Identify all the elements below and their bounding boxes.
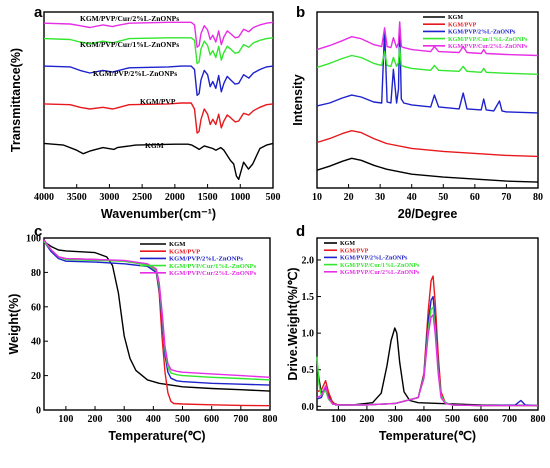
panel-label-d: d [296, 223, 305, 240]
series-annotation: KGM/PVP/Cur/1%L-ZnONPs [80, 40, 179, 49]
x-tick-label: 800 [263, 414, 278, 425]
panel-label-b: b [296, 4, 305, 21]
legend-entry: KGM/PVP [169, 248, 200, 255]
y-tick-label: 80 [31, 268, 41, 279]
x-tick-label: 800 [531, 414, 546, 425]
legend-entry: KGM/PVP/2%L-ZnONPs [169, 256, 243, 263]
x-tick-label: 300 [117, 414, 132, 425]
x-tick-label: 1500 [198, 192, 218, 203]
legend-entry: KGM/PVP [340, 248, 369, 254]
series-annotation: KGM/PVP/2%L-ZnONPs [93, 69, 177, 78]
y-axis-title: Drive.Weight(%/℃) [286, 267, 300, 380]
panel-d-dtg-chart: 100 200 300 400 500 600 700 800 0.0 0.5 1.0 1.5 2.0 T… [286, 237, 546, 443]
y-tick-label: 100 [26, 234, 41, 245]
series-line-0 [43, 142, 274, 181]
plot-frame [43, 237, 271, 411]
series-line-4 [43, 239, 271, 378]
legend-entry: KGM/PVP/2%L-ZnONPs [448, 30, 516, 36]
legend-entry: KGM/PVP/Cur/1%L-ZnONPs [169, 263, 257, 270]
y-tick-label: 40 [31, 337, 41, 348]
legend-entry: KGM/PVP/Cur/2%L-ZnONPs [448, 44, 528, 50]
panel-b-xrd-chart: 10 20 30 40 50 60 70 802θ/DegreeIntensityKGMKGM… [291, 11, 543, 221]
series-line-1 [43, 102, 274, 134]
x-tick-label: 2500 [132, 192, 152, 203]
y-tick-label: 0 [36, 406, 41, 417]
legend-entry: KGM [169, 241, 186, 248]
x-tick-label: 1000 [230, 192, 250, 203]
panel-label-c: c [34, 223, 42, 240]
x-tick-label: 100 [331, 414, 346, 425]
y-tick-label: 20 [31, 371, 41, 382]
x-tick-label: 100 [58, 414, 73, 425]
series-line-0 [316, 157, 539, 183]
x-tick-label: 80 [533, 192, 543, 203]
legend-entry: KGM/PVP/Cur/1%L-ZnONPs [340, 263, 420, 269]
x-tick-label: 500 [175, 414, 190, 425]
x-tick-label: 600 [473, 414, 488, 425]
legend-entry: KGM/PVP/Cur/2%L-ZnONPs [340, 270, 420, 276]
y-axis-title: Intensity [291, 74, 305, 125]
series-annotation: KGM/PVP [140, 97, 176, 106]
series-line-2 [316, 22, 539, 114]
x-tick-label: 200 [88, 414, 103, 425]
plot-frame [316, 237, 539, 411]
x-tick-label: 3000 [99, 192, 119, 203]
x-tick-label: 700 [502, 414, 517, 425]
x-axis-title: 2θ/Degree [398, 207, 458, 221]
y-tick-label: 1.0 [302, 329, 315, 340]
x-tick-label: 300 [388, 414, 403, 425]
y-tick-label: 60 [31, 302, 41, 313]
legend-entry: KGM [340, 241, 355, 247]
panel-label-a: a [34, 4, 43, 21]
y-axis-title: Weight(%) [7, 294, 21, 355]
x-tick-label: 600 [204, 414, 219, 425]
y-tick-label: 0.5 [302, 365, 315, 376]
series-line-4 [316, 21, 539, 57]
x-tick-label: 400 [146, 414, 161, 425]
x-tick-label: 70 [501, 192, 511, 203]
series-line-0 [43, 240, 271, 392]
x-tick-label: 700 [233, 414, 248, 425]
legend-entry: KGM [448, 15, 463, 21]
x-tick-label: 30 [375, 192, 385, 203]
panel-a-ftir-chart: 4000 3500 3000 2500 2000 1500 1000 500 Wavenumbe… [9, 11, 281, 221]
series-line-1 [316, 130, 539, 158]
legend-entry: KGM/PVP/2%L-ZnONPs [340, 256, 408, 262]
legend-entry: KGM/PVP/Cur/2%L-ZnONPs [169, 270, 257, 277]
plot-frame [43, 11, 274, 189]
series-line-4 [316, 314, 538, 407]
x-tick-label: 2000 [165, 192, 185, 203]
x-tick-label: 50 [438, 192, 448, 203]
x-tick-label: 40 [407, 192, 417, 203]
x-tick-label: 200 [359, 414, 374, 425]
y-tick-label: 2.0 [302, 255, 315, 266]
x-tick-label: 4000 [34, 192, 54, 203]
plot-frame [316, 11, 539, 189]
x-axis-title: Temperature(℃) [379, 429, 476, 443]
series-line-3 [43, 37, 274, 65]
x-axis-title: Wavenumber(cm⁻¹) [101, 207, 216, 221]
x-axis-title: Temperature(℃) [108, 429, 205, 443]
y-axis-title: Transmittance(%) [9, 48, 23, 152]
series-line-4 [43, 21, 274, 48]
x-tick-label: 60 [470, 192, 480, 203]
series-annotation: KGM [145, 141, 164, 150]
x-tick-label: 3500 [67, 192, 87, 203]
x-tick-label: 500 [445, 414, 460, 425]
legend-entry: KGM/PVP/Cur/1%L-ZnONPs [448, 37, 528, 43]
panel-c-tga-chart: 100 200 300 400 500 600 700 800 0 20 40 60 80 100 Temp… [7, 234, 278, 444]
series-line-3 [316, 46, 539, 75]
x-tick-label: 10 [312, 192, 322, 203]
y-tick-label: 0.0 [302, 402, 315, 413]
x-tick-label: 20 [344, 192, 354, 203]
x-tick-label: 400 [416, 414, 431, 425]
legend-entry: KGM/PVP [448, 22, 477, 28]
x-tick-label: 500 [266, 192, 281, 203]
series-line-2 [43, 65, 274, 96]
series-annotation: KGM/PVP/Cur/2%L-ZnONPs [80, 14, 179, 23]
y-tick-label: 1.5 [302, 292, 315, 303]
